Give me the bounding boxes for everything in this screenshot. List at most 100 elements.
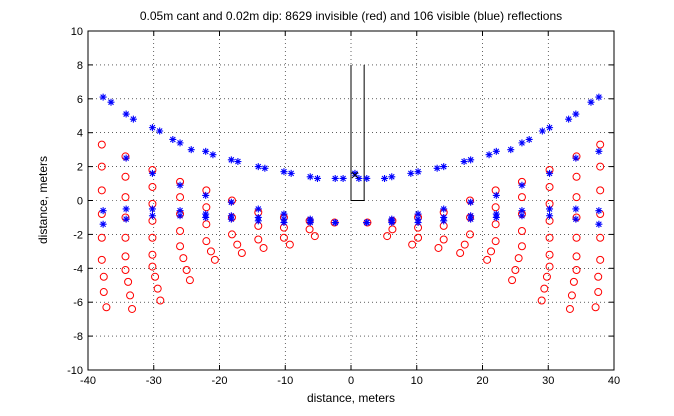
data-point-red [148,233,157,242]
x-tick-label: 20 [476,375,488,387]
data-point-blue [460,158,468,166]
data-point-red [456,249,465,258]
data-point-red [466,230,475,239]
data-point-red [121,172,130,181]
y-tick-label: 10 [71,26,83,38]
data-point-blue [546,169,554,177]
data-point-blue [518,139,526,147]
y-tick-label: 8 [77,60,83,72]
data-point-red [596,233,605,242]
data-point-red [227,196,236,205]
y-tick-label: 0 [77,196,83,208]
data-point-blue [485,151,493,159]
data-point-blue [467,156,475,164]
data-point-blue [467,198,475,206]
data-point-red [210,255,219,264]
y-tick-label: -6 [73,297,83,309]
data-point-red [591,303,600,312]
data-point-red [310,232,319,241]
data-point-red [466,213,475,222]
data-point-red [254,235,263,244]
data-point-red [545,182,554,191]
data-point-blue [122,205,130,213]
data-point-blue [306,215,314,223]
data-point-red [460,240,469,249]
data-point-blue [525,135,533,143]
data-point-red [121,252,130,261]
data-point-blue [595,207,603,215]
data-point-blue [234,158,242,166]
data-point-red [121,233,130,242]
data-point-blue [202,147,210,155]
data-point-red [121,193,130,202]
data-point-red [179,254,188,263]
data-point-red [383,232,392,241]
data-point-blue [313,174,321,182]
data-point-red [491,186,500,195]
data-point-blue [129,115,137,123]
data-point-blue [202,191,210,199]
data-point-blue [169,135,177,143]
data-point-blue [572,215,580,223]
data-point-blue [261,164,269,172]
data-point-red [511,265,520,274]
data-point-red [153,284,162,293]
data-point-red [151,272,160,281]
data-point-red [206,247,215,256]
data-point-blue [227,215,235,223]
data-point-red [596,140,605,149]
data-point-blue [433,164,441,172]
data-point-red [99,288,108,297]
data-point-blue [381,174,389,182]
y-tick-label: -4 [73,263,83,275]
data-point-blue [99,220,107,228]
x-tick-label: -40 [80,375,96,387]
data-point-blue [546,212,554,220]
y-axis-label: distance, meters [36,155,50,245]
data-point-red [97,140,106,149]
data-point-blue [565,115,573,123]
data-point-blue [492,191,500,199]
data-point-blue [254,205,262,213]
data-point-blue [546,205,554,213]
x-tick-label: -20 [212,375,228,387]
data-point-blue [202,213,210,221]
data-point-red [439,235,448,244]
data-point-red [126,291,135,300]
data-point-blue [339,174,347,182]
data-point-red [545,250,554,259]
data-point-red [227,213,236,222]
data-point-red [148,262,157,271]
axes-frame [87,30,615,371]
data-point-red [572,233,581,242]
data-point-red [596,255,605,264]
data-point-red [414,233,423,242]
data-point-red [434,243,443,252]
data-point-blue [99,207,107,215]
data-point-blue [156,127,164,135]
data-point-blue [227,198,235,206]
data-point-red [491,237,500,246]
data-point-red [156,296,165,305]
data-point-red [99,272,108,281]
data-point-red [388,225,397,234]
data-point-blue [467,215,475,223]
data-point-blue [280,210,288,218]
data-point-blue [280,219,288,227]
data-point-blue [306,173,314,181]
data-point-blue [355,174,363,182]
data-point-blue [363,219,371,227]
x-tick-label: 10 [411,375,423,387]
data-point-blue [518,207,526,215]
data-point-blue [492,213,500,221]
data-point-black [351,171,359,179]
x-axis-label: distance, meters [306,391,396,405]
data-point-blue [388,215,396,223]
data-point-blue [572,110,580,118]
data-point-red [572,213,581,222]
data-point-blue [572,205,580,213]
data-point-blue [254,217,262,225]
data-point-red [491,220,500,229]
